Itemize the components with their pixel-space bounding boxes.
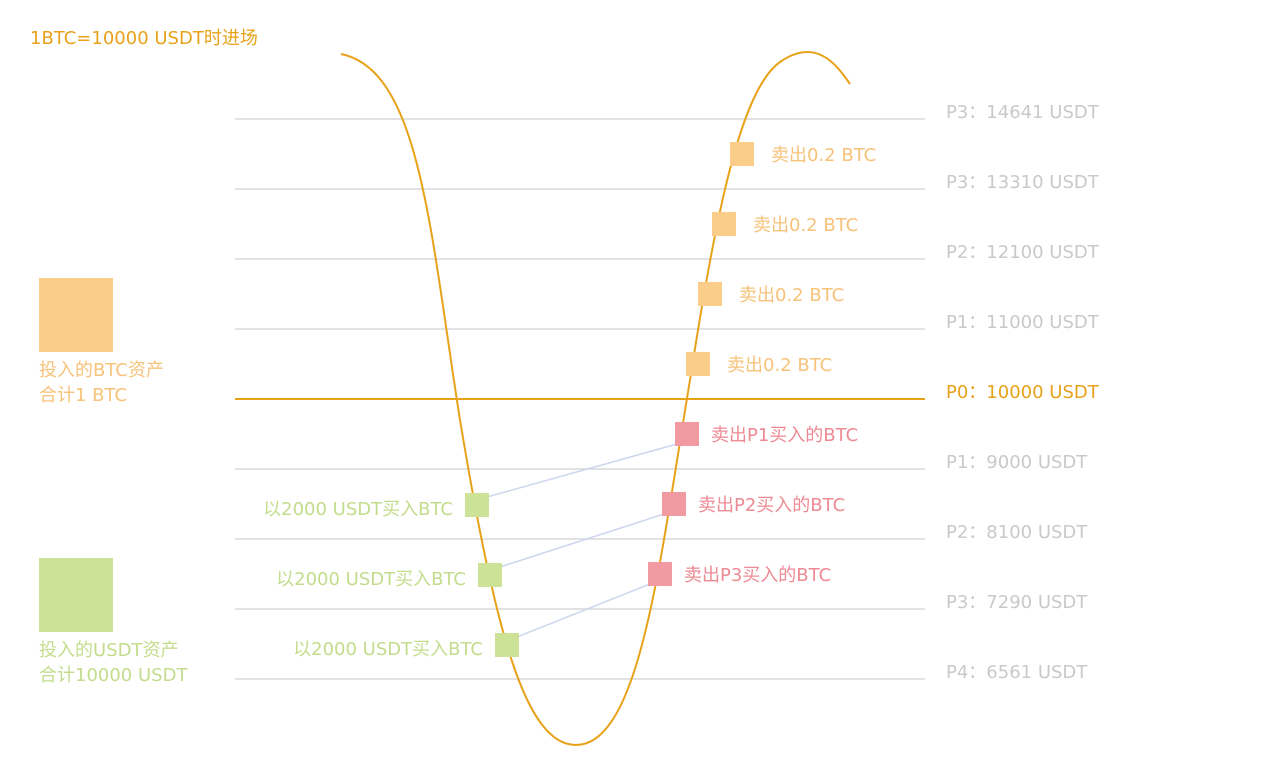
- order-label: 卖出0.2 BTC: [771, 145, 876, 166]
- order-label: 卖出0.2 BTC: [727, 355, 832, 376]
- order-label: 以2000 USDT买入BTC: [276, 569, 466, 590]
- legend-btc-swatch: [39, 278, 113, 352]
- legend-usdt-line1: 投入的USDT资产: [39, 640, 178, 661]
- order-label: 卖出0.2 BTC: [753, 215, 858, 236]
- legend-btc-line2: 合计1 BTC: [39, 385, 127, 406]
- sell-bought-marker: [662, 492, 686, 516]
- diagram-title: 1BTC=10000 USDT时进场: [30, 28, 258, 49]
- buy-sell-connector: [486, 443, 678, 498]
- buy-marker: [465, 493, 489, 517]
- order-label: 卖出0.2 BTC: [739, 285, 844, 306]
- order-label: 以2000 USDT买入BTC: [293, 639, 483, 660]
- sell-bought-marker: [675, 422, 699, 446]
- legend-btc-line1: 投入的BTC资产: [39, 360, 164, 381]
- level-label: P3：14641 USDT: [946, 102, 1100, 123]
- order-label: 以2000 USDT买入BTC: [263, 499, 453, 520]
- legend-usdt-swatch: [39, 558, 113, 632]
- level-label: P3：13310 USDT: [946, 172, 1100, 193]
- sell-btc-marker: [686, 352, 710, 376]
- order-label: 卖出P1买入的BTC: [711, 425, 858, 446]
- level-label: P3：7290 USDT: [946, 592, 1088, 613]
- sell-bought-marker: [648, 562, 672, 586]
- order-label: 卖出P3买入的BTC: [684, 565, 831, 586]
- sell-btc-marker: [730, 142, 754, 166]
- level-label: P2：8100 USDT: [946, 522, 1088, 543]
- buy-marker: [478, 563, 502, 587]
- buy-sell-connector: [499, 513, 665, 568]
- legend-usdt-line2: 合计10000 USDT: [39, 665, 188, 686]
- level-label: P2：12100 USDT: [946, 242, 1100, 263]
- price-levels: P3：14641 USDT P3：13310 USDT P2：12100 USDT P…: [235, 102, 1100, 683]
- level-label: P4：6561 USDT: [946, 662, 1088, 683]
- order-label: 卖出P2买入的BTC: [698, 495, 845, 516]
- level-label: P0：10000 USDT: [946, 382, 1100, 403]
- level-label: P1：11000 USDT: [946, 312, 1100, 333]
- sell-btc-marker: [712, 212, 736, 236]
- level-label: P1：9000 USDT: [946, 452, 1088, 473]
- order-markers: 卖出0.2 BTC 卖出0.2 BTC 卖出0.2 BTC 卖出0.2 BTC 以200…: [263, 142, 876, 660]
- buy-marker: [495, 633, 519, 657]
- price-curve: [340, 51, 851, 747]
- legend: 投入的BTC资产 合计1 BTC 投入的USDT资产 合计10000 USDT: [39, 278, 188, 686]
- sell-btc-marker: [698, 282, 722, 306]
- buy-sell-connectors: [486, 443, 678, 638]
- buy-sell-connector: [516, 583, 651, 638]
